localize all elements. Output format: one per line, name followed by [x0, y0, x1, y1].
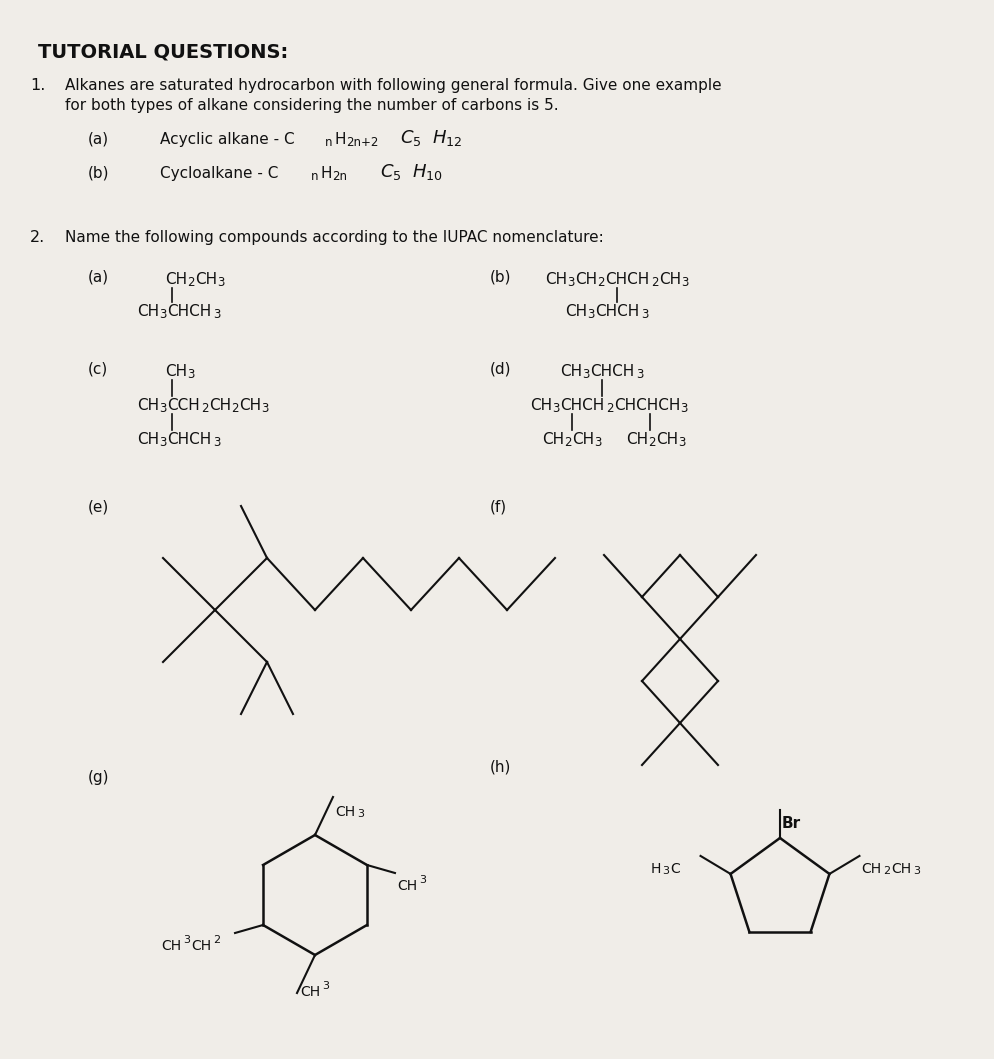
Text: 3: 3 [213, 308, 220, 321]
Text: 3: 3 [581, 367, 588, 381]
Text: Cycloalkane - C: Cycloalkane - C [160, 166, 278, 181]
Text: 2: 2 [647, 436, 655, 449]
Text: for both types of alkane considering the number of carbons is 5.: for both types of alkane considering the… [65, 98, 558, 113]
Text: H: H [320, 166, 331, 181]
Text: (e): (e) [87, 500, 109, 515]
Text: n: n [311, 170, 318, 183]
Text: $C_5$: $C_5$ [380, 162, 402, 182]
Text: 2: 2 [201, 402, 209, 415]
Text: CH: CH [165, 364, 187, 379]
Text: CHCH: CHCH [560, 398, 603, 413]
Text: (d): (d) [489, 362, 511, 377]
Text: 2: 2 [564, 436, 571, 449]
Text: CH: CH [137, 304, 159, 319]
Text: CH: CH [861, 862, 881, 876]
Text: n: n [325, 136, 332, 149]
Text: CH: CH [195, 272, 217, 287]
Text: CH: CH [572, 432, 593, 447]
Text: 3: 3 [187, 367, 194, 381]
Text: CHCH: CHCH [167, 304, 211, 319]
Text: CH: CH [658, 272, 681, 287]
Text: 3: 3 [159, 308, 166, 321]
Text: 3: 3 [680, 276, 688, 289]
Text: CH: CH [161, 939, 181, 953]
Text: 3: 3 [677, 436, 685, 449]
Text: CH: CH [137, 432, 159, 447]
Text: (c): (c) [87, 362, 108, 377]
Text: H: H [650, 862, 660, 876]
Text: CH: CH [239, 398, 260, 413]
Text: CH: CH [655, 432, 678, 447]
Text: (a): (a) [87, 132, 109, 147]
Text: Alkanes are saturated hydrocarbon with following general formula. Give one examp: Alkanes are saturated hydrocarbon with f… [65, 78, 721, 93]
Text: CCH: CCH [167, 398, 200, 413]
Text: TUTORIAL QUESTIONS:: TUTORIAL QUESTIONS: [38, 42, 288, 61]
Text: CH: CH [300, 985, 320, 999]
Text: 1.: 1. [30, 78, 46, 93]
Text: 2: 2 [883, 866, 890, 876]
Text: CH: CH [625, 432, 647, 447]
Text: CHCH: CHCH [594, 304, 638, 319]
Text: $H_{10}$: $H_{10}$ [412, 162, 442, 182]
Text: CH: CH [137, 398, 159, 413]
Text: CH: CH [191, 939, 211, 953]
Text: 3: 3 [912, 866, 919, 876]
Text: H: H [334, 132, 345, 147]
Text: 3: 3 [679, 402, 687, 415]
Text: 3: 3 [567, 276, 574, 289]
Text: Br: Br [781, 816, 800, 831]
Text: 3: 3 [213, 436, 220, 449]
Text: CHCH: CHCH [589, 364, 633, 379]
Text: CH: CH [209, 398, 231, 413]
Text: 3: 3 [662, 866, 669, 876]
Text: 3: 3 [418, 875, 425, 885]
Text: CH: CH [575, 272, 596, 287]
Text: CH: CH [542, 432, 564, 447]
Text: 3: 3 [357, 809, 364, 819]
Text: 2: 2 [231, 402, 239, 415]
Text: 2: 2 [213, 935, 220, 945]
Text: CHCHCH: CHCHCH [613, 398, 680, 413]
Text: 2: 2 [596, 276, 604, 289]
Text: 3: 3 [159, 436, 166, 449]
Text: CH: CH [530, 398, 552, 413]
Text: CH: CH [397, 879, 416, 893]
Text: (b): (b) [87, 166, 109, 181]
Text: (b): (b) [489, 270, 511, 285]
Text: 2: 2 [650, 276, 658, 289]
Text: 3: 3 [586, 308, 593, 321]
Text: 3: 3 [183, 935, 190, 945]
Text: C: C [670, 862, 680, 876]
Text: (h): (h) [489, 760, 511, 775]
Text: Name the following compounds according to the IUPAC nomenclature:: Name the following compounds according t… [65, 230, 603, 245]
Text: 3: 3 [635, 367, 643, 381]
Text: (f): (f) [489, 500, 507, 515]
Text: 2: 2 [605, 402, 613, 415]
Text: 3: 3 [322, 981, 329, 991]
Text: CH: CH [335, 805, 355, 819]
Text: 3: 3 [552, 402, 559, 415]
Text: CH: CH [891, 862, 911, 876]
Text: CHCH: CHCH [604, 272, 649, 287]
Text: 3: 3 [159, 402, 166, 415]
Text: CHCH: CHCH [167, 432, 211, 447]
Text: CH: CH [165, 272, 187, 287]
Text: CH: CH [565, 304, 586, 319]
Text: $C_5$: $C_5$ [400, 128, 421, 148]
Text: 2n+2: 2n+2 [346, 136, 378, 149]
Text: 3: 3 [260, 402, 268, 415]
Text: 3: 3 [640, 308, 648, 321]
Text: 3: 3 [593, 436, 600, 449]
Text: 2.: 2. [30, 230, 45, 245]
Text: 2n: 2n [332, 170, 347, 183]
Text: Acyclic alkane - C: Acyclic alkane - C [160, 132, 294, 147]
Text: CH: CH [560, 364, 581, 379]
Text: 2: 2 [187, 276, 194, 289]
Text: 3: 3 [217, 276, 225, 289]
Text: (g): (g) [87, 770, 109, 785]
Text: CH: CH [545, 272, 567, 287]
Text: (a): (a) [87, 270, 109, 285]
Text: $H_{12}$: $H_{12}$ [431, 128, 462, 148]
